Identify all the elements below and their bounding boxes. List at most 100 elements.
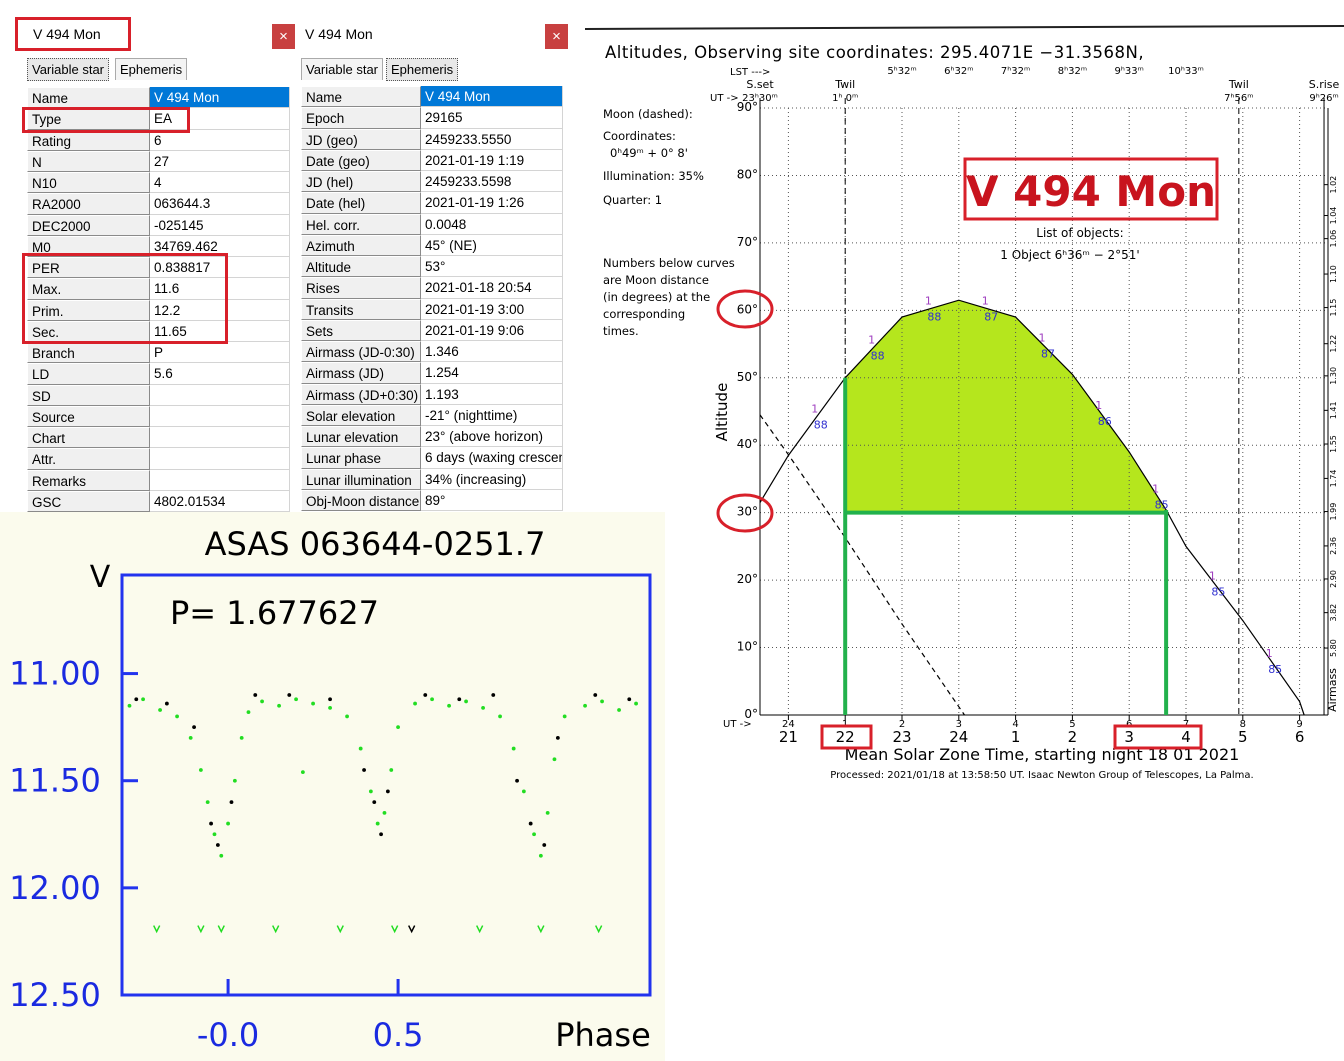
table-row[interactable]: JD (geo) 2459233.5550 [301,128,563,150]
moon-distance: 87 [984,311,998,324]
table-row[interactable]: Chart [27,427,290,449]
label-cell: Airmass (JD) [301,362,421,384]
table-row[interactable]: GSC 4802.01534 [27,490,290,512]
y2-tick-label: 3.82 [1329,604,1338,622]
table-row[interactable]: JD (hel) 2459233.5598 [301,171,563,193]
table-row[interactable]: Remarks [27,469,290,491]
table-row[interactable]: Airmass (JD-0:30) 1.346 [301,341,563,363]
table-row[interactable]: Altitude 53° [301,256,563,278]
table-row[interactable]: Name V 494 Mon [27,87,290,109]
table-row[interactable]: Airmass (JD) 1.254 [301,362,563,384]
point [481,705,485,710]
point [396,725,400,730]
moon-distance: 87 [1041,348,1055,361]
point [521,789,526,794]
table-row[interactable]: Airmass (JD+0:30) 1.193 [301,383,563,405]
highlight-box [22,107,190,133]
table-row[interactable]: Lunar illumination 34% (increasing) [301,468,563,490]
highlight-box [1113,724,1203,750]
table-row[interactable]: N 27 [27,150,290,172]
table-row[interactable]: Branch P [27,342,290,364]
tab[interactable]: Variable star [27,58,110,81]
table-row[interactable]: Name V 494 Mon [301,86,563,108]
label-cell: Max. [27,278,150,300]
table-row[interactable]: Date (hel) 2021-01-19 1:26 [301,192,563,214]
point [385,789,390,794]
label-cell: Transits [301,298,421,320]
value-cell: 0.838817 [150,257,290,279]
ut-label: UT -> [723,719,752,730]
table-row[interactable]: Source [27,405,290,427]
tab[interactable]: Variable star [301,58,384,80]
window-title: V 494 Mon [33,26,101,42]
plot-frame [120,573,652,997]
value-cell: 2021-01-19 1:26 [421,192,563,214]
moon-distance: 85 [1155,499,1169,512]
tab[interactable]: Ephemeris [115,58,188,80]
footer: Processed: 2021/01/18 at 13:58:50 UT. Is… [830,770,1253,781]
table-row[interactable]: Transits 2021-01-19 3:00 [301,298,563,320]
moon-info: Quarter: 1 [603,193,662,207]
table-row[interactable]: PER 0.838817 [27,257,290,279]
table-row[interactable]: Hel. corr. 0.0048 [301,213,563,235]
properties-table: Name V 494 Mon Epoch 29165 JD (geo) 2459233.5… [301,86,563,511]
table-row[interactable]: Prim. 12.2 [27,299,290,321]
table-row[interactable]: Epoch 29165 [301,107,563,129]
tab[interactable]: Ephemeris [386,58,459,81]
properties-table: Name V 494 Mon Type EA Rating 6 N 27 N10 4 RA2000 0… [27,87,290,512]
ut-tick-label: 5 [1069,719,1075,730]
object-entry: 1 Object 6ʰ36ᵐ − 2°51' [1000,248,1139,262]
point [229,800,234,805]
label-cell: Altitude [301,256,421,278]
point [226,821,230,826]
lst-tick-label: 6ʰ32ᵐ [944,66,973,77]
x-tick-label: 22 [836,728,855,746]
x-axis-label: Phase [555,1016,651,1054]
table-row[interactable]: LD 5.6 [27,363,290,385]
point [464,699,468,704]
label-cell: Lunar illumination [301,468,421,490]
moon-distance: 88 [871,349,885,362]
table-row[interactable]: Attr. [27,448,290,470]
variable-star-window: V 494 Mon × Variable star Ephemeris Name… [0,0,296,512]
table-row[interactable]: RA2000 063644.3 [27,193,290,215]
y-tick-label: 80° [737,167,758,181]
ut-tick-label: 8 [1240,719,1246,730]
point [205,800,210,805]
table-row[interactable]: M0 34769.462 [27,235,290,257]
table-row[interactable]: Date (geo) 2021-01-19 1:19 [301,149,563,171]
table-row[interactable]: Type EA [27,108,290,130]
event-name: Twil [834,78,855,91]
highlight-box [22,253,228,344]
moon-info: Moon (dashed): [603,107,693,121]
y2-axis-label: Airmass [1326,668,1339,712]
table-row[interactable]: Sets 2021-01-19 9:06 [301,319,563,341]
lightcurve-background [0,512,665,1061]
table-row[interactable]: Rises 2021-01-18 20:54 [301,277,563,299]
label-cell: Lunar elevation [301,426,421,448]
label-cell: Prim. [27,299,150,321]
table-row[interactable]: Rating 6 [27,129,290,151]
y2-tick-label: 1.55 [1329,435,1338,453]
table-row[interactable]: Solar elevation -21° (nighttime) [301,404,563,426]
label-cell: Epoch [301,107,421,129]
table-row[interactable]: Obj-Moon distance 89° [301,489,563,511]
value-cell [150,405,290,427]
y-tick-label: 11.50 [9,762,101,800]
close-button[interactable]: × [545,24,568,49]
value-cell: -025145 [150,214,290,236]
table-row[interactable]: Lunar elevation 23° (above horizon) [301,426,563,448]
y-tick-label: 40° [737,437,758,451]
table-row[interactable]: DEC2000 -025145 [27,214,290,236]
table-row[interactable]: Lunar phase 6 days (waxing crescent) [301,447,563,469]
table-row[interactable]: Max. 11.6 [27,278,290,300]
ut-tick-label: 2 [899,719,905,730]
point [382,810,387,815]
value-cell [150,448,290,470]
close-button[interactable]: × [272,24,295,49]
y2-tick-label: 1.06 [1329,230,1338,248]
value-cell: 53° [421,256,563,278]
table-row[interactable]: SD [27,384,290,406]
table-row[interactable]: N10 4 [27,172,290,194]
table-row[interactable]: Azimuth 45° (NE) [301,234,563,256]
